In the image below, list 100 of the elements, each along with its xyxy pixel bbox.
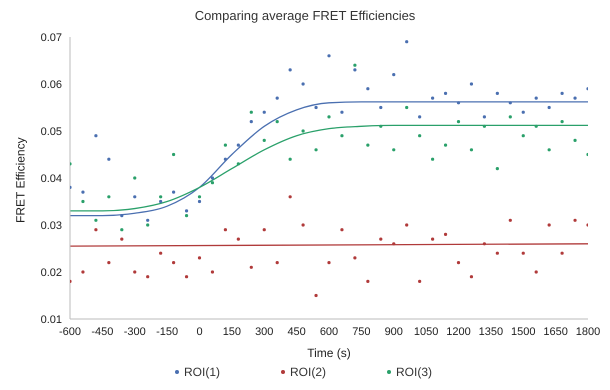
point xyxy=(198,195,202,198)
point xyxy=(120,238,124,241)
point xyxy=(573,96,577,100)
x-tick-label: 1650 xyxy=(543,326,568,338)
point xyxy=(522,110,525,114)
point xyxy=(120,228,124,232)
point xyxy=(262,228,266,232)
point xyxy=(496,252,499,255)
point xyxy=(560,92,564,95)
point xyxy=(431,96,434,100)
point xyxy=(366,280,370,283)
point xyxy=(302,223,305,227)
point xyxy=(482,124,486,128)
legend-label: ROI(3) xyxy=(396,365,432,379)
point xyxy=(340,134,344,138)
point xyxy=(418,115,422,118)
point xyxy=(314,294,318,298)
point xyxy=(508,115,512,118)
legend-label: ROI(2) xyxy=(290,365,326,379)
point xyxy=(379,124,382,128)
point xyxy=(288,68,292,72)
point xyxy=(133,270,136,274)
point xyxy=(146,218,150,222)
point xyxy=(288,195,292,198)
y-tick-label: 0.03 xyxy=(40,220,62,232)
point xyxy=(276,96,279,100)
point xyxy=(107,195,110,198)
point xyxy=(262,138,266,142)
point xyxy=(133,195,136,198)
point xyxy=(482,242,486,246)
point xyxy=(560,252,564,255)
point xyxy=(172,261,176,264)
x-tick-label: -150 xyxy=(156,326,178,338)
point xyxy=(198,256,202,260)
point xyxy=(276,261,279,264)
point xyxy=(431,238,434,241)
point xyxy=(379,238,382,241)
point xyxy=(107,261,110,264)
point xyxy=(548,223,551,227)
point xyxy=(210,181,214,184)
x-tick-label: 1500 xyxy=(511,326,536,338)
point xyxy=(81,270,85,274)
point xyxy=(470,275,474,278)
point xyxy=(405,106,408,110)
point xyxy=(444,232,448,236)
x-tick-label: 150 xyxy=(222,326,242,338)
y-tick-label: 0.02 xyxy=(40,266,62,279)
point xyxy=(456,261,460,264)
x-tick-label: 1350 xyxy=(478,326,504,338)
point xyxy=(522,134,525,138)
point xyxy=(366,144,370,147)
point xyxy=(224,144,227,147)
point xyxy=(159,200,162,204)
x-tick-label: 1200 xyxy=(446,326,471,338)
point xyxy=(444,92,448,95)
point xyxy=(444,144,448,147)
point xyxy=(534,270,538,274)
point xyxy=(392,73,396,76)
point xyxy=(224,158,227,161)
x-tick-label: 300 xyxy=(255,326,274,338)
point xyxy=(327,261,331,264)
x-tick-label: -450 xyxy=(91,326,114,338)
x-tick-label: -300 xyxy=(124,326,146,338)
point xyxy=(534,124,538,128)
point xyxy=(431,158,434,161)
point xyxy=(496,167,499,170)
point xyxy=(405,223,408,227)
point xyxy=(534,96,538,100)
y-axis-title: FRET Efficiency xyxy=(13,137,28,223)
point xyxy=(353,68,356,72)
point xyxy=(172,152,176,156)
point xyxy=(508,101,512,104)
point xyxy=(314,106,318,110)
y-tick-label: 0.04 xyxy=(40,172,62,185)
point xyxy=(250,120,253,124)
x-tick-label: 0 xyxy=(196,326,203,338)
point xyxy=(508,218,512,222)
point xyxy=(418,134,422,138)
point xyxy=(302,129,305,133)
x-tick-label: 750 xyxy=(352,326,371,338)
point xyxy=(340,110,344,114)
point xyxy=(405,40,408,44)
point xyxy=(392,148,396,152)
legend-label: ROI(1) xyxy=(184,365,220,379)
point xyxy=(146,275,150,278)
point xyxy=(288,158,292,161)
point xyxy=(107,158,110,161)
point xyxy=(133,176,136,180)
point xyxy=(198,200,202,204)
point xyxy=(94,228,98,232)
point xyxy=(314,148,318,152)
point xyxy=(236,162,240,166)
point xyxy=(522,252,525,255)
point xyxy=(366,87,370,90)
chart-title: Comparing average FRET Efficiencies xyxy=(194,8,416,23)
point xyxy=(276,120,279,124)
y-tick-label: 0.06 xyxy=(40,78,62,91)
point xyxy=(456,120,460,124)
point xyxy=(327,115,331,118)
y-tick-label: 0.07 xyxy=(40,32,62,44)
